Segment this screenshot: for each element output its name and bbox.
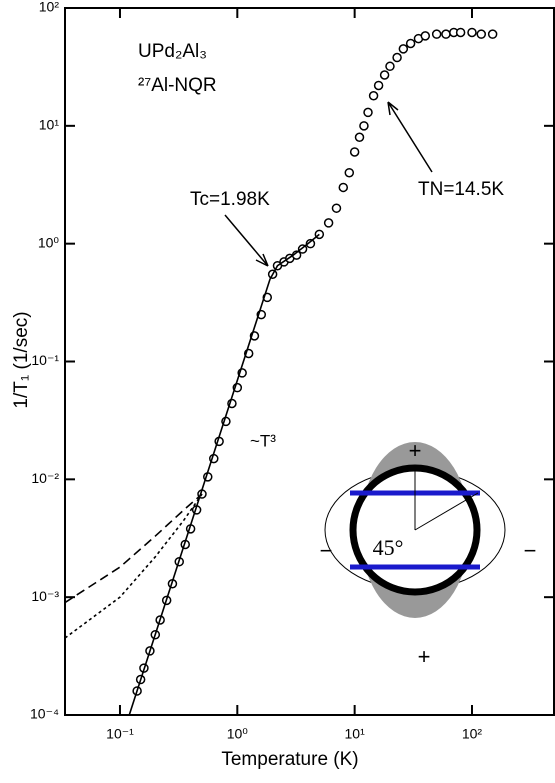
x-axis-label: Temperature (K) xyxy=(221,749,358,770)
data-point xyxy=(331,203,342,213)
inset-diagram: 45° + + − − xyxy=(320,438,537,669)
data-point xyxy=(373,80,384,91)
data-point xyxy=(420,31,431,41)
y-tick-label: 10⁰ xyxy=(38,234,60,250)
data-point xyxy=(405,38,416,49)
inset-angle-label: 45° xyxy=(373,535,404,560)
data-point xyxy=(349,147,360,157)
data-point xyxy=(455,27,466,38)
data-point xyxy=(344,167,355,178)
fit-line xyxy=(64,493,203,639)
plot-frame xyxy=(64,7,555,716)
inset-plus: + xyxy=(418,644,431,669)
arrow xyxy=(224,214,269,267)
data-point xyxy=(368,91,379,101)
annotation: ~T³ xyxy=(250,431,276,450)
inset-angle-line xyxy=(414,492,479,531)
data-point xyxy=(392,52,402,63)
y-tick-label: 10⁻³ xyxy=(31,588,59,604)
inset-plus: + xyxy=(409,438,422,463)
data-point xyxy=(323,218,334,228)
x-tick-label: 10¹ xyxy=(345,726,366,742)
data-point xyxy=(359,121,369,131)
y-tick-label: 10¹ xyxy=(39,117,60,133)
y-axis-label: 1/T₁ (1/sec) xyxy=(11,311,32,408)
arrows xyxy=(224,101,433,267)
annotation: TN=14.5K xyxy=(418,179,504,200)
data-point xyxy=(441,29,451,39)
data-point xyxy=(467,27,477,38)
data-point xyxy=(487,29,498,39)
data-point xyxy=(476,29,487,39)
y-tick-label: 10⁻⁴ xyxy=(30,706,59,722)
y-tick-label: 10⁻² xyxy=(31,470,59,486)
data-point xyxy=(354,132,365,143)
data-point xyxy=(431,29,442,39)
annotation: Tc=1.98K xyxy=(190,189,270,210)
x-tick-label: 10² xyxy=(462,726,483,742)
inset-minus: − xyxy=(320,538,333,563)
inset-minus: − xyxy=(524,538,537,563)
annotation: UPd₂Al₃ xyxy=(138,41,207,62)
annotation: ²⁷Al-NQR xyxy=(138,75,217,96)
data-point xyxy=(363,107,373,118)
y-tick-label: 10⁻¹ xyxy=(31,352,59,368)
x-tick-label: 10⁻¹ xyxy=(106,726,134,742)
data-point xyxy=(379,70,390,80)
data-point xyxy=(305,238,316,249)
data-point xyxy=(385,61,395,72)
arrow xyxy=(387,101,433,173)
fit-line xyxy=(64,493,203,604)
fit-line xyxy=(128,233,320,716)
y-tick-label: 10² xyxy=(39,0,60,15)
data-point xyxy=(338,182,349,193)
data-point xyxy=(398,44,409,54)
x-tick-label: 10⁰ xyxy=(227,726,249,742)
